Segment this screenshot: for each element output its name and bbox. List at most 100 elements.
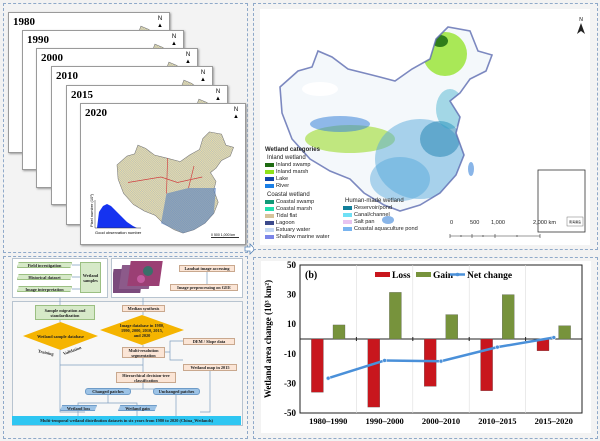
histogram-ylabel: Pixel number (10³) [88,194,94,227]
wetland-gain-box: Wetland gain [118,405,157,411]
wetland-map: N 南海诸岛 0 500 1,000 2,000 km Wetland cate… [260,9,590,245]
legend-item: Inland marsh [265,169,308,176]
historical-dataset-box: Historical dataset [17,274,72,280]
legend-item: River [265,183,289,190]
legend-swatch [265,213,274,218]
wetland-map-2015-box: Wetland map in 2015 [183,364,237,371]
north-arrow-icon [577,23,585,34]
legend-swatch [265,199,274,204]
gain-bar [445,314,458,340]
scale-2000: 2,000 km [533,220,557,226]
legend-swatch [265,169,274,174]
legend-item: Canal/channel [343,212,390,219]
wetland-change-chart: 50 30 10 -10 -30 -50 1980–1990 1990–2000 2000–20… [261,260,591,433]
field-investigation-box: Field investigation [17,262,72,268]
scale-0: 0 [450,220,454,226]
year-label: 2010 [56,70,78,82]
observation-histogram: Good observation number Pixel number (10… [85,192,145,242]
legend-swatch [265,234,274,239]
image-interpretation-box: Image interpretation [17,286,72,292]
north-label: N [579,17,583,23]
legend-title: Wetland categories [265,147,320,153]
legend-marker [455,272,460,277]
year-label: 2000 [41,52,63,64]
x-tick-label: 2010–2015 [478,416,516,426]
legend-swatch [265,176,274,181]
median-synthesis-box: Median synthesis [122,305,165,312]
decision-tree-box: Hierarchical decision-tree classificatio… [116,372,176,383]
net-change-point [382,358,387,363]
legend-swatch [416,272,431,277]
gain-bar [502,294,515,340]
y-tick-label: -50 [284,408,296,418]
gain-bar [389,292,402,340]
right-arrow-icon [244,243,256,255]
legend-item: Lagoon [265,220,295,227]
x-tick-label: 2015–2020 [535,416,573,426]
wetland-samples-box: Wetland samples [80,262,101,293]
legend-item: Shallow marine water [265,234,329,241]
legend-swatch [343,226,352,231]
legend-item: Coastal aquaculture pond [343,226,418,233]
sample-migration-box: Sample migration and standardization [35,305,95,320]
year-label: 2015 [71,89,93,101]
net-change-point [551,335,557,340]
inset-label: 南海诸岛 [569,219,581,224]
loss-bar [311,338,324,393]
year-label: 2020 [85,107,107,119]
histogram-xlabel: Good observation number [95,230,142,235]
north-arrow-icon: N ▲ [157,16,163,29]
legend-label: Net change [467,271,512,281]
gain-bar [332,324,346,340]
loss-bar [424,338,437,387]
legend-item: Lake [265,176,288,183]
legend-swatch [265,220,274,225]
x-tick-label: 2000–2010 [422,416,460,426]
x-tick-label: 1980–1990 [309,416,347,426]
unchanged-patches-box: Unchanged patches [153,388,200,395]
loss-bar [480,338,493,391]
y-tick-label: 50 [287,260,297,270]
y-axis-label: Wetland area change (10³ km²) [263,280,273,398]
year-label: 1990 [27,34,49,46]
loss-bar [367,338,380,408]
legend-group-title: Inland wetland [267,155,306,161]
landsat-image-box: Landsat image accessing [179,265,235,272]
net-change-point [495,344,500,350]
legend-item: Tidal flat [265,213,297,220]
legend-item: Estuary water [265,227,310,234]
legend-swatch [343,205,352,210]
y-tick-label: -10 [284,349,296,359]
legend-swatch [265,206,274,211]
satellite-images-stack [113,261,163,293]
china-wetland-map: N 南海诸岛 [279,17,586,238]
year-label: 1980 [13,16,35,28]
observation-map [116,131,234,234]
scale-1000: 1,000 [491,220,505,226]
wetland-loss-box: Wetland loss [60,405,97,411]
net-change-point [325,375,331,381]
legend-swatch [375,272,390,277]
legend-swatch [343,219,352,224]
scale-bar: 0 500 1,000 km [211,233,239,238]
changed-patches-box: Changed patches [85,388,131,395]
gain-bar [558,325,571,340]
legend-swatch [343,212,352,217]
net-change-point [438,358,444,364]
north-arrow-icon: N ▲ [233,107,239,120]
legend-label: Gain [433,271,454,281]
legend-group-title: Human-made wetland [345,198,404,204]
legend-item: Reservoir/pond [343,205,392,212]
scale-500: 500 [470,220,480,226]
year-map-2020: 2020 N ▲ Good observation number Pixel nu… [80,103,246,245]
north-arrow-icon: N ▲ [185,52,191,65]
y-tick-label: -30 [284,378,296,388]
dem-slope-box: DEM / Slope data [183,338,235,345]
legend-item: Coastal marsh [265,206,312,213]
legend-item: Inland swamp [265,162,311,169]
scale-bar [449,234,541,238]
legend-group-title: Coastal wetland [267,192,310,198]
north-arrow-icon: N ▲ [171,34,177,47]
x-tick-label: 1990–2000 [365,416,403,426]
north-arrow-icon: N ▲ [215,89,221,102]
